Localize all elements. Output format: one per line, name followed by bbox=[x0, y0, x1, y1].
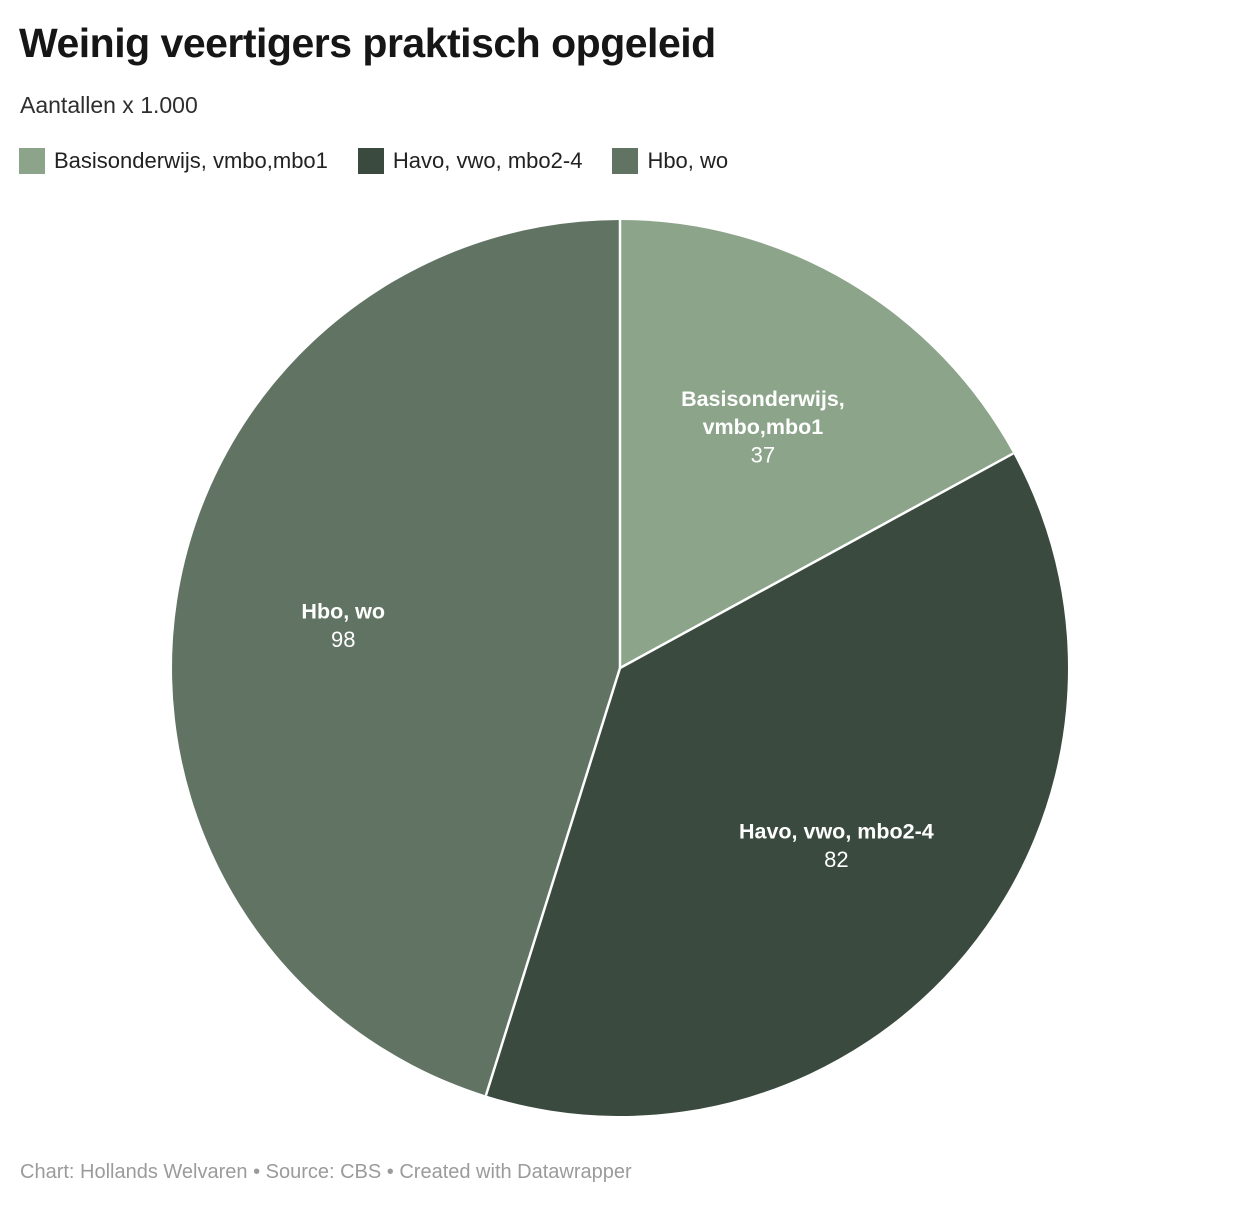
legend-swatch bbox=[19, 148, 45, 174]
chart-title: Weinig veertigers praktisch opgeleid bbox=[19, 20, 716, 66]
slice-divider bbox=[619, 452, 1014, 670]
legend-label: Hbo, wo bbox=[647, 148, 729, 173]
legend-item-hbo-wo: Hbo, wo bbox=[612, 148, 728, 174]
slice-label-2: Hbo, wo 98 bbox=[301, 600, 385, 653]
pie-slice-2[interactable] bbox=[172, 220, 620, 1096]
legend-item-havo-vwo: Havo, vwo, mbo2-4 bbox=[357, 148, 583, 174]
slice-label-1: Havo, vwo, mbo2-4 82 bbox=[739, 820, 934, 873]
legend: Basisonderwijs, vmbo,mbo1 Havo, vwo, mbo… bbox=[19, 148, 728, 174]
legend-swatch bbox=[612, 148, 639, 174]
pie-slice-1[interactable] bbox=[485, 453, 1068, 1116]
legend-label: Basisonderwijs, vmbo,mbo1 bbox=[54, 148, 328, 173]
chart-footer: Chart: Hollands Welvaren • Source: CBS •… bbox=[20, 1161, 632, 1183]
legend-label: Havo, vwo, mbo2-4 bbox=[392, 148, 583, 173]
slice-label-0: Basisonderwijs, vmbo,mbo1 37 bbox=[681, 387, 845, 468]
chart-subtitle: Aantallen x 1.000 bbox=[20, 92, 198, 118]
slice-divider bbox=[484, 667, 622, 1096]
legend-swatch bbox=[357, 148, 384, 174]
pie-slice-0[interactable] bbox=[620, 220, 1014, 668]
legend-item-basisonderwijs: Basisonderwijs, vmbo,mbo1 bbox=[19, 148, 328, 174]
